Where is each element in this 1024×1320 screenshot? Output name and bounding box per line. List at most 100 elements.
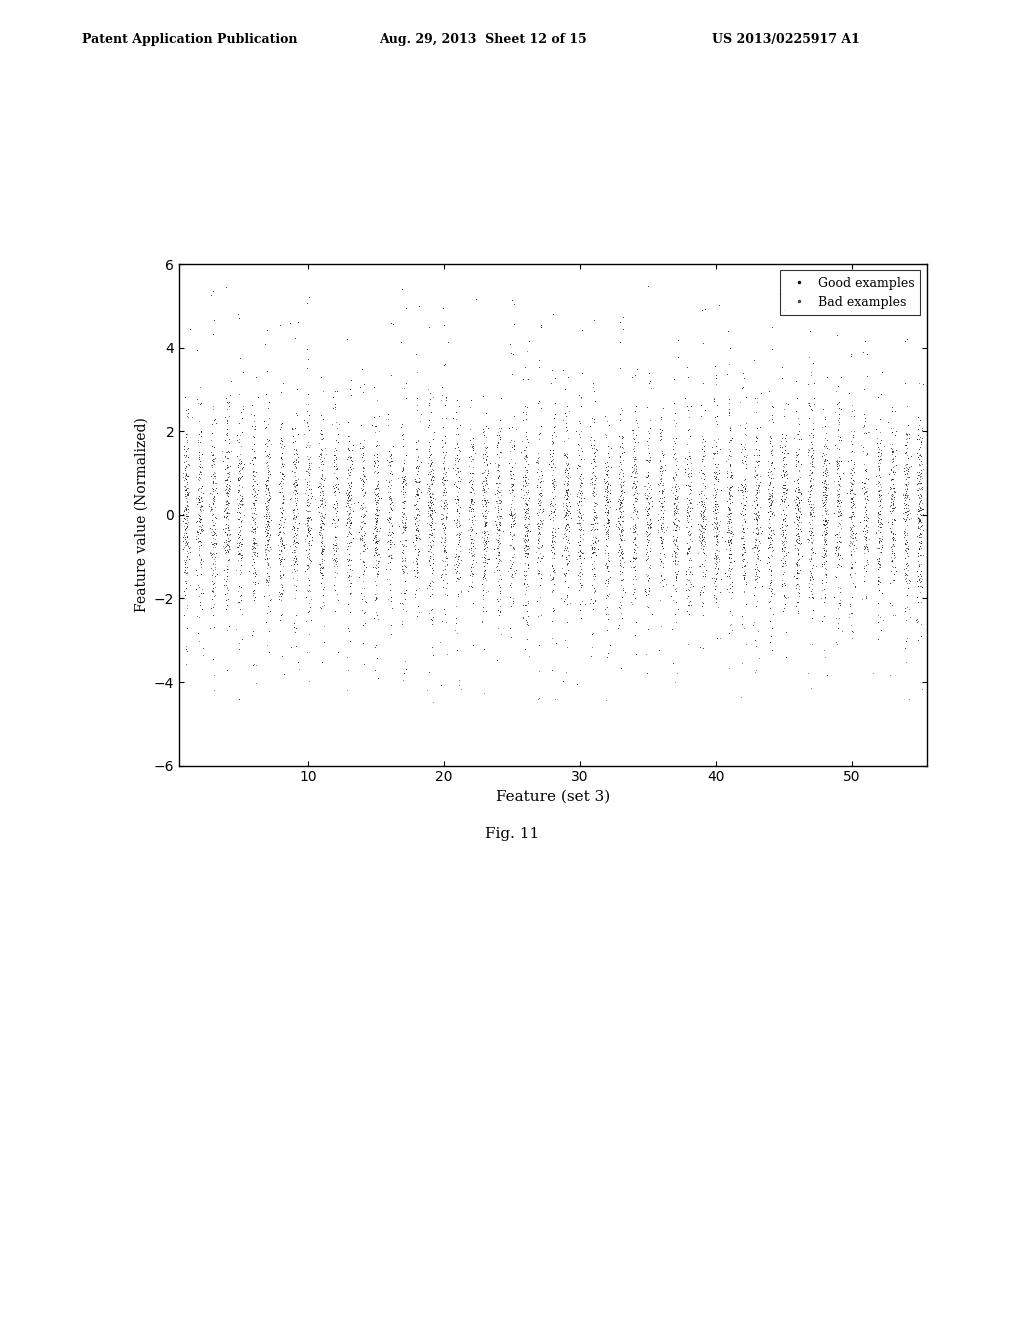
Bad examples <box>532 491 549 512</box>
Good examples <box>300 405 316 426</box>
Good examples <box>424 500 440 521</box>
Bad examples <box>191 552 208 573</box>
Bad examples <box>670 498 686 519</box>
Bad examples <box>910 414 927 436</box>
Bad examples <box>247 562 263 583</box>
Bad examples <box>433 385 450 407</box>
Good examples <box>572 488 589 510</box>
Good examples <box>802 491 818 512</box>
Good examples <box>570 579 587 601</box>
Bad examples <box>722 446 738 467</box>
Good examples <box>231 543 248 564</box>
Good examples <box>760 537 776 558</box>
Good examples <box>341 490 357 511</box>
Bad examples <box>625 569 641 590</box>
Good examples <box>831 404 848 425</box>
Good examples <box>208 507 224 528</box>
Good examples <box>717 531 733 552</box>
Good examples <box>301 478 317 499</box>
Good examples <box>422 436 438 457</box>
Good examples <box>475 597 492 618</box>
Good examples <box>476 490 493 511</box>
Good examples <box>382 529 398 550</box>
Good examples <box>489 590 506 611</box>
Good examples <box>572 413 589 434</box>
Good examples <box>286 444 302 465</box>
Bad examples <box>872 477 889 498</box>
Good examples <box>819 450 836 471</box>
Good examples <box>734 517 751 539</box>
Bad examples <box>696 500 713 521</box>
Good examples <box>817 510 834 531</box>
Good examples <box>493 388 509 409</box>
Good examples <box>801 487 817 508</box>
Bad examples <box>369 511 385 532</box>
Bad examples <box>572 527 589 548</box>
Good examples <box>287 612 303 634</box>
Good examples <box>451 552 467 573</box>
Bad examples <box>176 527 193 548</box>
Good examples <box>245 521 261 543</box>
Good examples <box>273 583 290 605</box>
Good examples <box>465 462 481 483</box>
Bad examples <box>723 614 739 635</box>
Bad examples <box>492 506 508 527</box>
Good examples <box>640 503 656 524</box>
Bad examples <box>245 465 261 486</box>
Bad examples <box>571 527 588 548</box>
Bad examples <box>762 500 778 521</box>
Good examples <box>709 441 725 462</box>
Good examples <box>476 478 493 499</box>
Good examples <box>513 478 529 499</box>
Bad examples <box>710 428 726 449</box>
Good examples <box>246 579 262 601</box>
Good examples <box>677 447 693 469</box>
Bad examples <box>748 558 764 579</box>
Bad examples <box>246 466 262 487</box>
Bad examples <box>791 510 807 531</box>
Good examples <box>477 506 494 527</box>
Good examples <box>600 525 616 546</box>
Good examples <box>371 499 387 520</box>
Bad examples <box>598 553 614 574</box>
Bad examples <box>489 535 506 556</box>
Good examples <box>516 560 532 581</box>
Bad examples <box>669 499 685 520</box>
Bad examples <box>760 517 776 539</box>
Bad examples <box>560 453 577 474</box>
Bad examples <box>275 488 292 510</box>
Bad examples <box>555 409 571 430</box>
Good examples <box>910 424 927 445</box>
Good examples <box>312 516 329 537</box>
Good examples <box>897 510 913 531</box>
Good examples <box>517 500 534 521</box>
Good examples <box>435 517 452 539</box>
Good examples <box>777 425 794 446</box>
Good examples <box>477 560 494 581</box>
Bad examples <box>778 515 795 536</box>
Bad examples <box>622 517 638 539</box>
Good examples <box>788 388 805 409</box>
Good examples <box>288 403 304 424</box>
Good examples <box>506 313 522 334</box>
Good examples <box>695 508 712 529</box>
Good examples <box>709 405 725 426</box>
Good examples <box>382 579 398 601</box>
Bad examples <box>558 458 574 479</box>
Good examples <box>859 520 876 541</box>
Good examples <box>804 440 820 461</box>
Good examples <box>638 450 654 471</box>
Bad examples <box>856 556 872 577</box>
Good examples <box>790 525 806 546</box>
Bad examples <box>845 474 861 495</box>
Good examples <box>805 524 821 545</box>
Good examples <box>437 517 454 539</box>
Good examples <box>421 475 437 496</box>
Good examples <box>542 444 558 465</box>
Good examples <box>328 446 344 467</box>
Bad examples <box>190 432 207 453</box>
Bad examples <box>817 528 834 549</box>
Bad examples <box>369 449 385 470</box>
Bad examples <box>612 471 629 492</box>
Bad examples <box>286 473 302 494</box>
